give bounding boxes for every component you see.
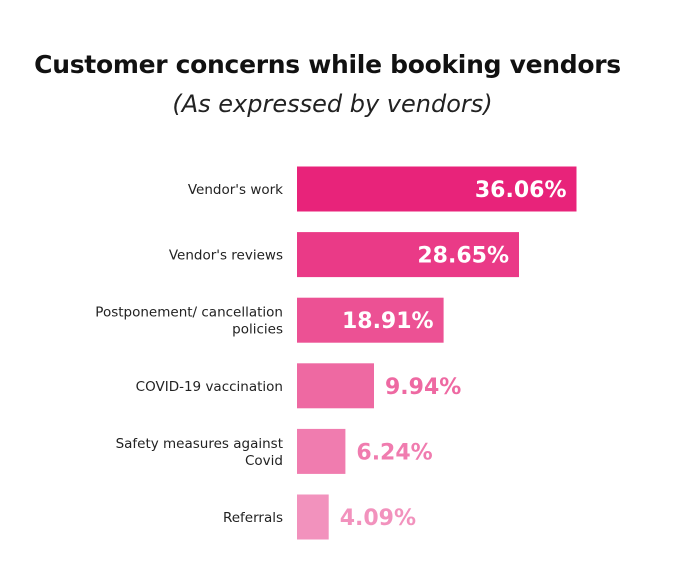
category-label-3: COVID-19 vaccination (136, 379, 283, 395)
bar-3 (297, 363, 374, 409)
category-label-2: Postponement/ cancellation policies (95, 305, 283, 338)
bar-0 (297, 166, 577, 212)
chart-subtitle: (As expressed by vendors) (172, 90, 493, 118)
bar-2 (297, 297, 444, 343)
bar-4 (297, 428, 346, 474)
bar-5 (297, 494, 329, 540)
category-label-1: Vendor's reviews (169, 248, 283, 264)
value-label-5: 4.09% (340, 506, 416, 531)
chart-title: Customer concerns while booking vendors (34, 50, 621, 79)
bar-1 (297, 232, 519, 278)
value-label-1: 28.65% (417, 244, 509, 269)
category-label-5: Referrals (223, 510, 283, 526)
value-label-3: 9.94% (385, 375, 461, 400)
value-label-2: 18.91% (342, 309, 434, 334)
category-label-0: Vendor's work (188, 182, 283, 198)
value-label-4: 6.24% (356, 440, 432, 465)
value-label-0: 36.06% (475, 178, 567, 203)
category-label-4: Safety measures against Covid (116, 436, 283, 469)
